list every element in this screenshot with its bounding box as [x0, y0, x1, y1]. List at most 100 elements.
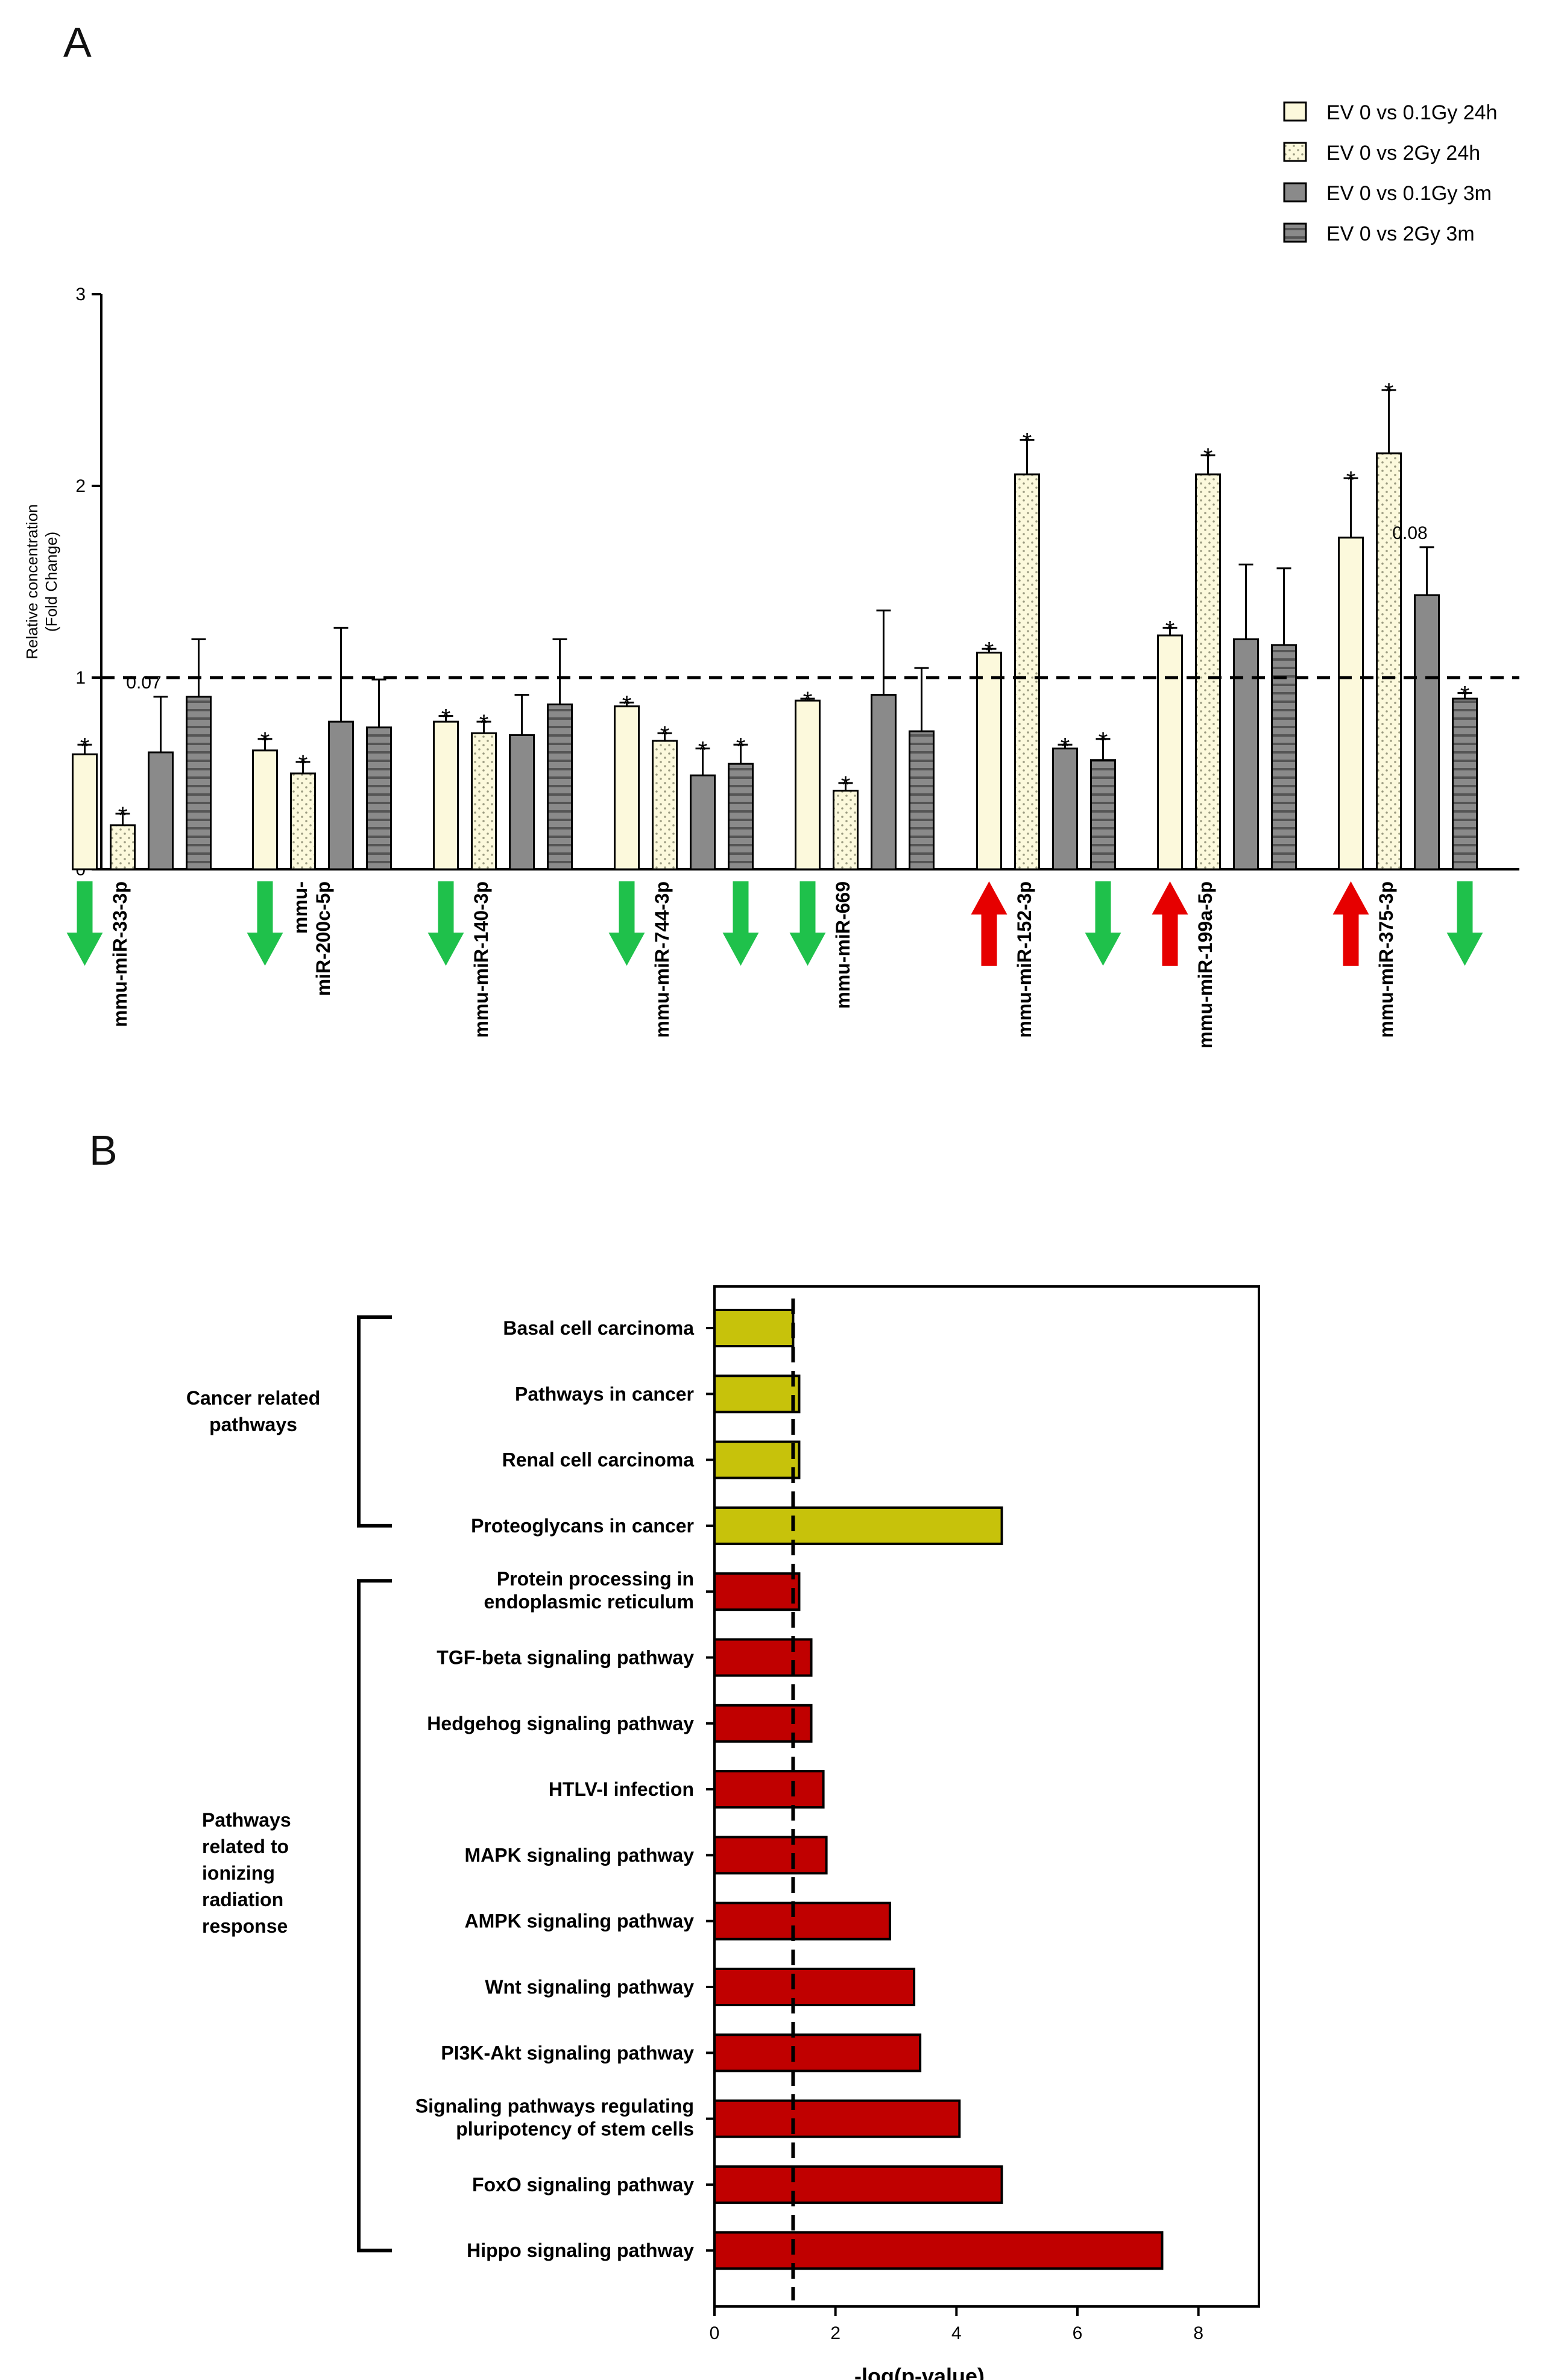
legend-swatch	[1283, 182, 1307, 203]
group-label-line: response	[202, 1915, 288, 1937]
category-label: HTLV-I infection	[549, 1778, 694, 1800]
bar	[871, 694, 897, 870]
mirna-fold-change-chart: 0123Relative concentration(Fold Change)*…	[23, 101, 1519, 1048]
category-label-line: Pathways in cancer	[515, 1383, 694, 1405]
category-label: Basal cell carcinoma	[503, 1317, 694, 1339]
x-tick-label: 6	[1073, 2323, 1083, 2343]
category-label: Pathways in cancer	[515, 1383, 694, 1405]
group-label-line: Cancer related	[186, 1387, 320, 1409]
group-bracket	[357, 1315, 392, 1528]
bar	[110, 824, 136, 870]
category-label-line: Signaling pathways regulating	[415, 2095, 694, 2117]
y-axis-label-line: Relative concentration	[23, 504, 41, 659]
significance-star: *	[1203, 444, 1213, 470]
bar	[72, 753, 98, 870]
y-axis-label: Relative concentration(Fold Change)	[23, 504, 60, 659]
bar	[1233, 638, 1259, 870]
category-label-line: TGF-beta signaling pathway	[437, 1647, 694, 1669]
bar	[148, 751, 174, 870]
x-tick-label: 8	[1193, 2323, 1203, 2343]
legend-label: EV 0 vs 0.1Gy 3m	[1326, 182, 1492, 205]
category-label-line: mmu-miR-199a-5p	[1194, 881, 1216, 1048]
bar	[833, 790, 859, 870]
bar	[713, 1704, 813, 1743]
category-label-line: Protein processing in	[497, 1568, 694, 1590]
bar	[547, 704, 573, 870]
bar	[795, 699, 821, 870]
significance-star: *	[1165, 616, 1175, 643]
bar	[652, 740, 678, 870]
legend-swatch	[1283, 142, 1307, 162]
bar	[713, 2165, 1003, 2204]
category-label-line: Proteoglycans in cancer	[471, 1515, 694, 1537]
down-arrow-icon	[1446, 881, 1483, 966]
category-label: mmu-miR-140-3p	[470, 881, 492, 1038]
group-label: Pathways related to ionizing radiation respo…	[202, 1809, 291, 1937]
significance-star: *	[1023, 429, 1032, 455]
category-label: mmu-miR-200c-5p	[289, 881, 334, 996]
down-arrow-icon	[66, 881, 103, 966]
category-label-line: Wnt signaling pathway	[485, 1976, 694, 1998]
group-label-line: radiation	[202, 1889, 283, 1910]
bar	[186, 696, 212, 870]
group-label: Cancer related pathways	[186, 1387, 320, 1435]
legend-swatch	[1283, 101, 1307, 122]
category-label: mmu-miR-199a-5p	[1194, 881, 1216, 1048]
category-label-line: mmu-miR-669	[832, 881, 854, 1009]
bar	[713, 1836, 828, 1875]
significance-star: *	[260, 728, 270, 754]
bar	[328, 720, 354, 870]
category-label: Protein processing in endoplasmic reticul…	[484, 1568, 694, 1613]
bar	[1414, 594, 1440, 870]
significance-star: *	[1099, 728, 1108, 754]
bar	[713, 1638, 813, 1677]
significance-star: *	[441, 705, 451, 731]
up-arrow-icon	[971, 881, 1007, 966]
category-label-line: Hedgehog signaling pathway	[427, 1713, 694, 1734]
bar	[909, 730, 935, 870]
bar	[471, 732, 497, 870]
down-arrow-icon	[789, 881, 826, 966]
legend-label: EV 0 vs 0.1Gy 24h	[1326, 101, 1498, 124]
category-label: mmu-miR-375-3p	[1375, 881, 1397, 1038]
category-label-line: FoxO signaling pathway	[472, 2174, 694, 2196]
bar	[713, 2231, 1164, 2270]
category-label-line: MAPK signaling pathway	[465, 1844, 695, 1866]
significance-star: *	[622, 691, 632, 717]
bar	[713, 2033, 922, 2073]
category-label: mmu-miR-744-3p	[651, 881, 673, 1038]
category-label: mmu-miR-152-3p	[1014, 881, 1035, 1038]
bar	[1452, 697, 1478, 870]
bar	[713, 1770, 825, 1809]
category-label: Wnt signaling pathway	[485, 1976, 694, 1998]
bar	[976, 652, 1002, 870]
category-label-line: AMPK signaling pathway	[465, 1910, 695, 1932]
panel-label-b: B	[89, 1127, 118, 1174]
bar	[509, 734, 535, 870]
p-value-label: 0.08	[1392, 523, 1427, 543]
down-arrow-icon	[608, 881, 645, 966]
category-label-line: Hippo signaling pathway	[467, 2240, 694, 2261]
bar	[433, 720, 459, 870]
bar	[290, 772, 316, 870]
category-label-line: mmu-miR-152-3p	[1014, 881, 1035, 1038]
legend-swatch	[1283, 222, 1307, 243]
y-tick-label: 1	[75, 668, 86, 688]
significance-star: *	[1460, 681, 1470, 708]
category-label: Proteoglycans in cancer	[471, 1515, 694, 1537]
category-label-line: mmu-miR-140-3p	[470, 881, 492, 1038]
y-tick-label: 2	[75, 476, 86, 496]
up-arrow-icon	[1332, 881, 1369, 966]
bar	[614, 705, 640, 870]
category-label-line: HTLV-I infection	[549, 1778, 694, 1800]
significance-star: *	[1061, 733, 1070, 760]
significance-star: *	[1346, 467, 1356, 493]
down-arrow-icon	[1085, 881, 1121, 966]
bar	[1052, 748, 1078, 870]
category-label: MAPK signaling pathway	[465, 1844, 695, 1866]
bar	[690, 774, 716, 870]
x-tick-label: 2	[830, 2323, 840, 2343]
category-label-line: mmu-miR-375-3p	[1375, 881, 1397, 1038]
significance-star: *	[660, 722, 670, 748]
x-tick-label: 4	[951, 2323, 962, 2343]
